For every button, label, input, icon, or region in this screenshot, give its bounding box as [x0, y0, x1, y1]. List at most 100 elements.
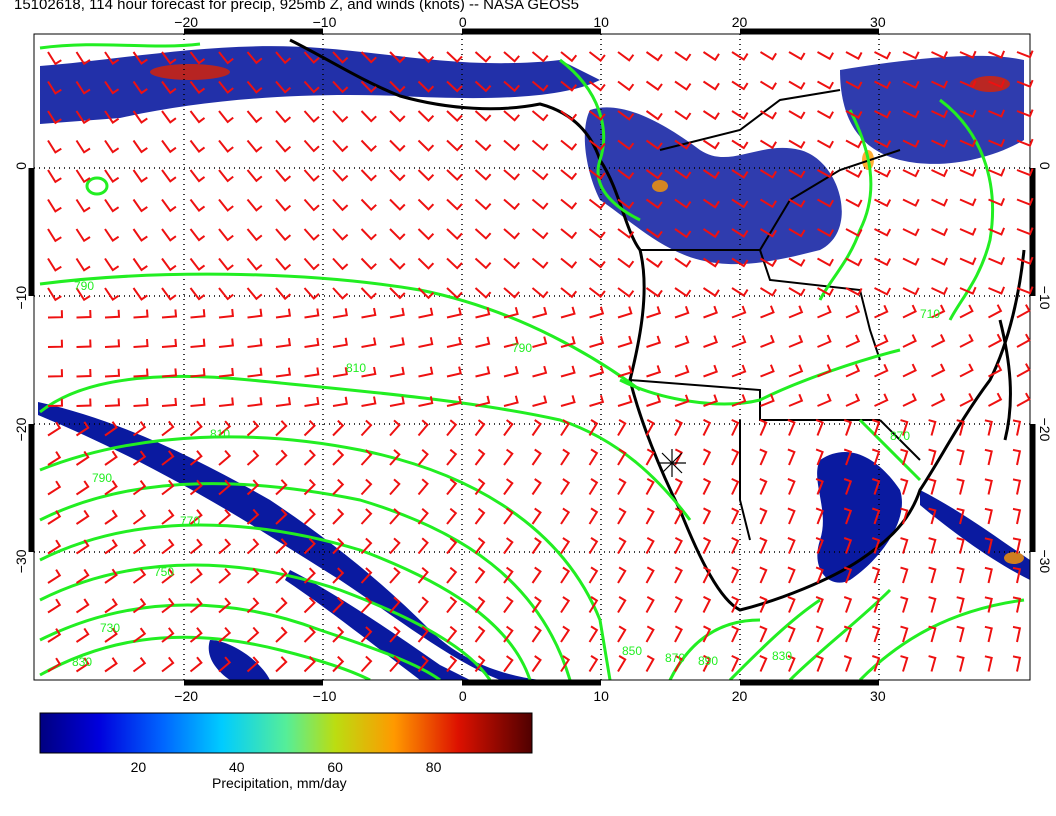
- wind-barb: [874, 257, 892, 267]
- wind-barb: [560, 419, 571, 437]
- wind-barb: [475, 395, 491, 407]
- wind-barb: [959, 139, 977, 148]
- wind-barb: [417, 626, 429, 643]
- lon-label-top: −20: [174, 14, 198, 30]
- wind-barb: [332, 449, 345, 466]
- wind-barb: [75, 480, 90, 496]
- wind-barb: [902, 287, 920, 296]
- wind-barb: [674, 394, 690, 407]
- wind-barb: [417, 228, 435, 241]
- wind-barb: [589, 306, 605, 319]
- wind-barb: [75, 657, 90, 673]
- wind-barb: [759, 566, 768, 584]
- wind-barb: [360, 198, 377, 212]
- wind-barb: [759, 228, 777, 238]
- wind-barb: [104, 51, 120, 65]
- wind-barb: [132, 598, 147, 614]
- wind-barb: [928, 566, 937, 584]
- wind-barb: [246, 420, 260, 437]
- wind-barb: [418, 396, 434, 407]
- wind-barb: [76, 368, 92, 378]
- wind-barb: [303, 80, 320, 94]
- wind-barb: [759, 80, 777, 91]
- wind-barb: [588, 169, 606, 181]
- wind-barb: [47, 510, 62, 525]
- wind-barb: [702, 625, 712, 643]
- wind-barb: [47, 139, 62, 154]
- wind-barb: [731, 257, 749, 268]
- wind-barb: [76, 309, 92, 319]
- wind-barb: [161, 450, 175, 466]
- wind-barb: [503, 257, 520, 270]
- wind-barb: [161, 309, 178, 319]
- wind-barb: [189, 509, 203, 525]
- wind-barb: [843, 478, 853, 495]
- wind-barb: [161, 509, 175, 525]
- wind-barb: [446, 366, 462, 378]
- wind-barb: [788, 139, 806, 149]
- wind-barb: [731, 80, 749, 91]
- country-borders: [629, 89, 921, 541]
- wind-barb: [988, 50, 1006, 59]
- wind-barb: [275, 449, 288, 466]
- wind-barb: [902, 110, 920, 119]
- wind-barb: [246, 538, 260, 555]
- wind-barb: [189, 51, 206, 65]
- wind-barb: [588, 448, 599, 466]
- wind-barb: [303, 449, 316, 466]
- lon-label-top: −10: [313, 14, 337, 30]
- wind-barb: [218, 287, 234, 301]
- wind-barb: [874, 139, 892, 149]
- wind-barb: [332, 337, 348, 348]
- wind-barb: [531, 566, 542, 584]
- wind-barb: [589, 395, 605, 407]
- wind-barb: [900, 448, 909, 466]
- station-marker: [658, 449, 686, 477]
- wind-barb: [871, 566, 881, 584]
- wind-barb: [588, 110, 606, 122]
- wind-barb: [1016, 392, 1031, 407]
- wind-barb: [588, 507, 599, 525]
- wind-barb: [360, 419, 373, 437]
- wind-barb: [275, 367, 292, 378]
- wind-barb: [617, 287, 635, 298]
- wind-barb: [787, 536, 796, 554]
- wind-barb: [874, 228, 892, 237]
- wind-barb: [817, 364, 832, 378]
- wind-barb: [75, 450, 90, 466]
- wind-barb: [303, 538, 316, 555]
- wind-barb: [759, 287, 777, 297]
- wind-barb: [218, 257, 234, 271]
- wind-barb: [389, 287, 406, 300]
- wind-barb: [984, 478, 993, 495]
- wind-barb: [674, 625, 683, 643]
- wind-barb: [47, 80, 62, 95]
- wind-barb: [1016, 304, 1031, 319]
- wind-barb: [161, 80, 177, 95]
- wind-barb: [787, 418, 796, 436]
- wind-barb: [703, 305, 718, 319]
- wind-barb: [531, 625, 542, 643]
- wind-barb: [617, 625, 627, 643]
- wind-barb: [189, 568, 203, 584]
- wind-barb: [104, 480, 118, 496]
- lon-label-top: 20: [732, 14, 748, 30]
- wind-barb: [303, 257, 320, 271]
- wind-barb: [928, 625, 937, 643]
- wind-barb: [617, 365, 633, 378]
- wind-barb: [218, 479, 232, 496]
- wind-barb: [303, 567, 316, 584]
- wind-barb: [1016, 363, 1031, 378]
- wind-barb: [588, 257, 606, 269]
- wind-barb: [871, 655, 881, 672]
- wind-barb: [845, 80, 863, 90]
- wind-barb: [1012, 478, 1022, 495]
- wind-barb: [984, 566, 993, 584]
- wind-barb: [645, 419, 655, 436]
- wind-barb: [645, 537, 655, 554]
- wind-barb: [843, 625, 853, 643]
- wind-barb: [988, 304, 1003, 319]
- wind-barb: [246, 508, 260, 525]
- wind-barb: [503, 566, 514, 584]
- wind-barb: [275, 80, 292, 94]
